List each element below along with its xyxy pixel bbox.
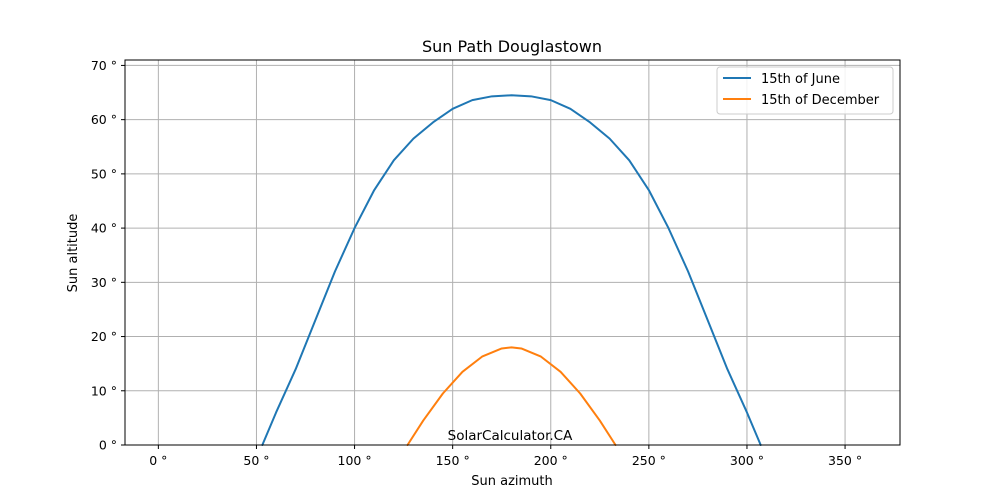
chart-title: Sun Path Douglastown [422, 37, 602, 56]
x-tick-label: 150 ° [436, 453, 470, 468]
series-layer [261, 94, 762, 446]
legend-label-december: 15th of December [761, 93, 880, 108]
y-tick-label: 10 ° [91, 383, 117, 398]
y-tick-label: 70 ° [91, 58, 117, 73]
y-tick-label: 30 ° [91, 275, 117, 290]
legend-box [716, 66, 894, 115]
plot-frame [124, 59, 901, 446]
x-tick-label: 300 ° [730, 453, 764, 468]
x-tick-label: 50 ° [243, 453, 269, 468]
x-tick-label: 250 ° [632, 453, 666, 468]
y-tick-label: 40 ° [91, 221, 117, 236]
legend: 15th of June 15th of December [716, 66, 894, 115]
y-tick-label: 50 ° [91, 166, 117, 181]
y-axis-ticks: 0 ° 10 ° 20 ° 30 ° 40 ° 50 ° 60 ° 70 ° [91, 58, 125, 453]
x-axis-label: Sun azimuth [471, 474, 553, 489]
x-tick-label: 0 ° [149, 453, 167, 468]
y-tick-label: 60 ° [91, 112, 117, 127]
y-tick-label: 20 ° [91, 329, 117, 344]
series-line-1 [406, 346, 617, 446]
series-line-0 [261, 94, 762, 446]
legend-label-june: 15th of June [761, 72, 840, 87]
x-axis-ticks: 0 ° 50 ° 100 ° 150 ° 200 ° 250 ° 300 ° 350 ° [149, 445, 862, 468]
y-tick-label: 0 ° [99, 438, 117, 453]
watermark-annotation: SolarCalculator.CA [448, 428, 573, 444]
x-tick-label: 200 ° [534, 453, 568, 468]
y-axis-label: Sun altitude [66, 214, 81, 293]
x-tick-label: 350 ° [828, 453, 862, 468]
x-tick-label: 100 ° [338, 453, 372, 468]
